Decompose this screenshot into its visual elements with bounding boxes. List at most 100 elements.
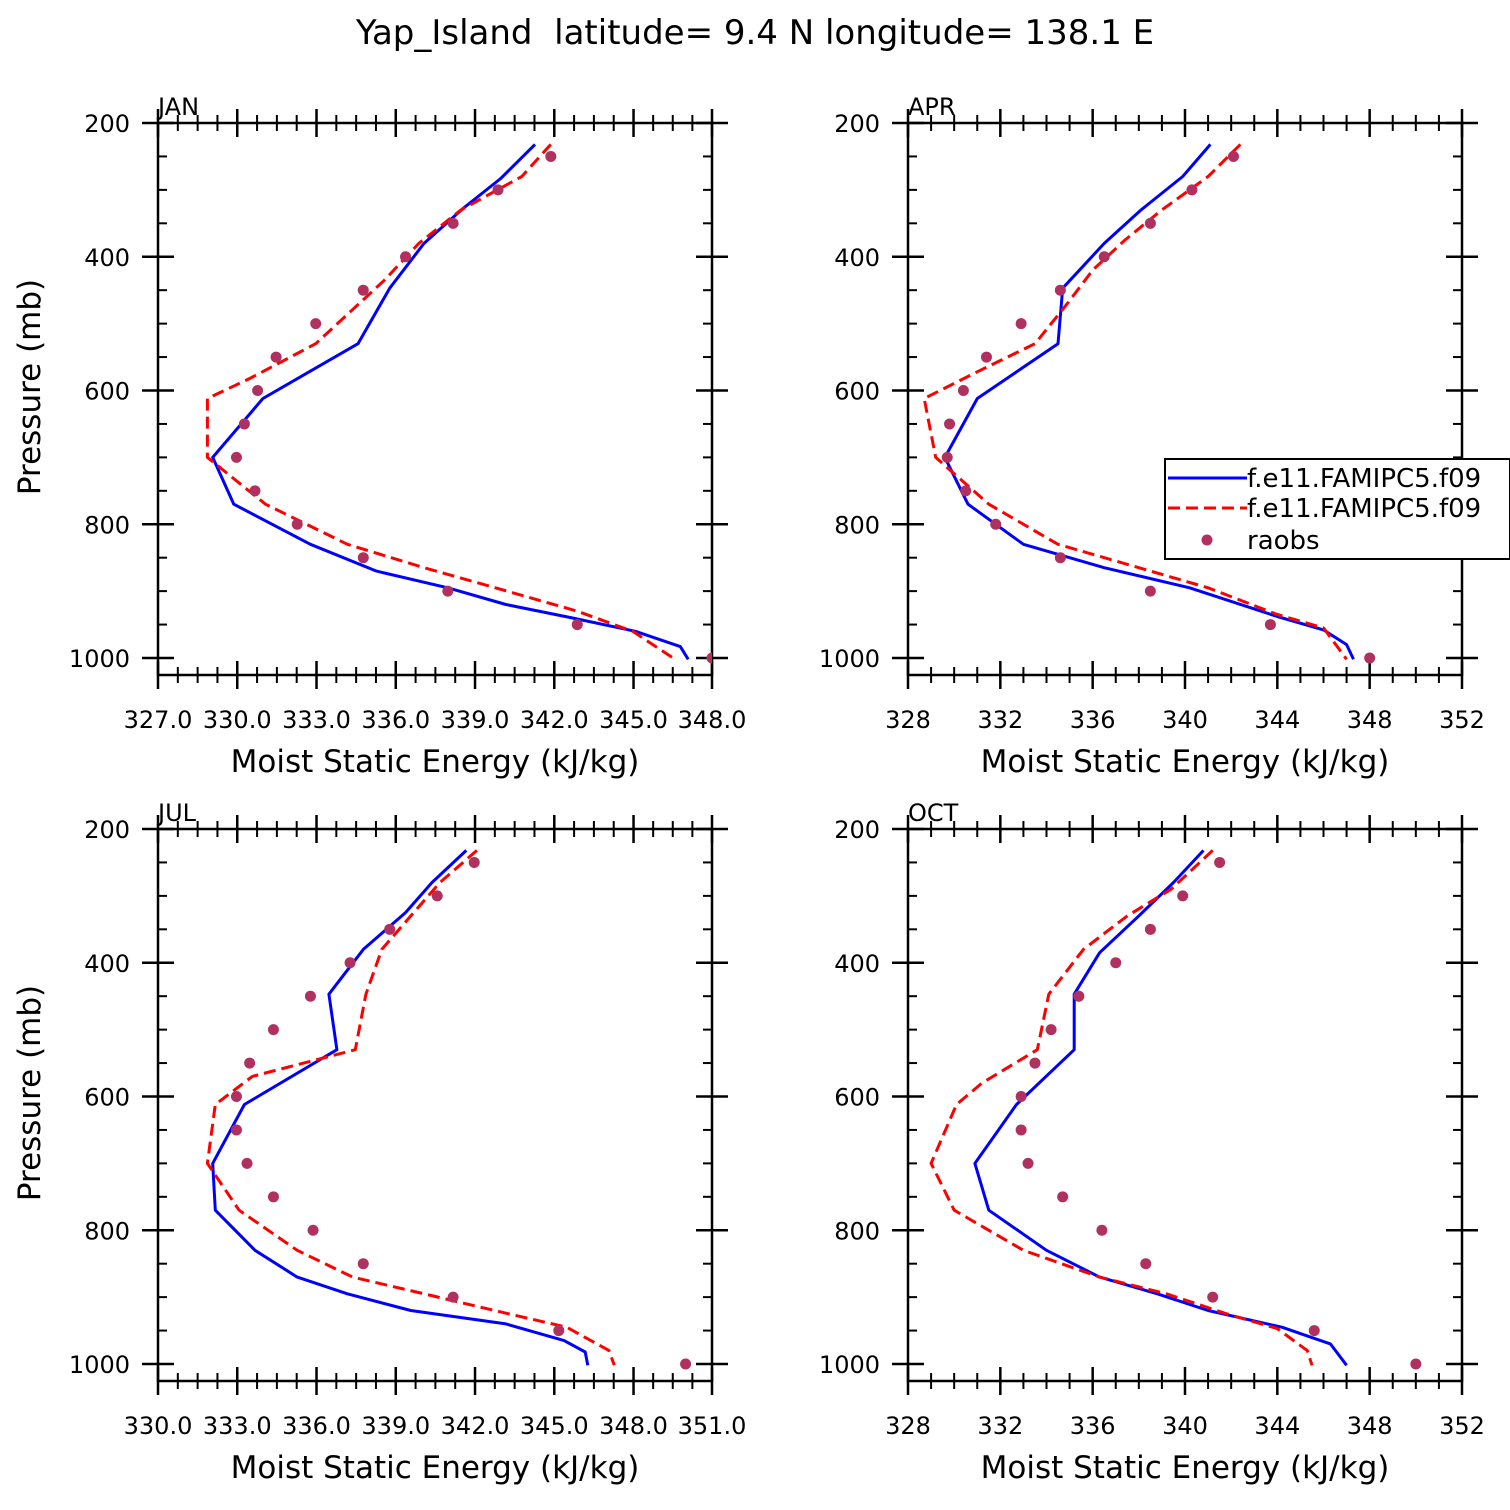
raobs-marker (1308, 1325, 1320, 1337)
raobs-marker (1214, 856, 1226, 868)
raobs-marker (230, 1124, 242, 1136)
x-tick-label: 336.0 (361, 706, 430, 734)
x-axis-label: Moist Static Energy (kJ/kg) (231, 744, 640, 780)
raobs-marker (1098, 251, 1110, 263)
plot-frame (906, 121, 1464, 677)
x-tick-label: 344 (1254, 1412, 1300, 1440)
raobs-marker (706, 652, 712, 664)
raobs-marker (1410, 1358, 1422, 1370)
plot-frame (156, 827, 714, 1383)
y-tick-label: 200 (834, 110, 880, 138)
model-solid-line (973, 849, 1348, 1367)
raobs-marker (941, 451, 953, 463)
x-tick-label: 340 (1162, 1412, 1208, 1440)
raobs-marker (1054, 552, 1066, 564)
raobs-marker (357, 552, 369, 564)
x-tick-label: 336.0 (282, 1412, 351, 1440)
y-tick-label: 600 (834, 1084, 880, 1112)
raobs-marker (957, 385, 969, 396)
y-axis-label: Pressure (mb) (12, 985, 48, 1201)
raobs-marker (1015, 318, 1027, 330)
raobs-marker (944, 418, 956, 430)
raobs-marker (384, 923, 396, 935)
x-tick-label: 352 (1439, 1412, 1485, 1440)
y-tick-label: 600 (84, 1084, 130, 1112)
x-tick-label: 339.0 (441, 706, 510, 734)
raobs-marker (1054, 284, 1066, 296)
legend-label: raobs (1247, 526, 1320, 556)
raobs-marker (244, 1057, 256, 1069)
series-group (205, 849, 692, 1370)
y-axis-label: Pressure (mb) (12, 279, 48, 495)
figure-title: Yap_Island latitude= 9.4 N longitude= 13… (355, 13, 1154, 53)
raobs-marker (447, 1291, 459, 1303)
panel-oct: OCT 200 400 600 800 1000 328 332 336 340 344 348 352… (819, 799, 1485, 1486)
y-tick-label: 800 (834, 511, 880, 539)
raobs-marker (344, 957, 356, 969)
raobs-marker (1144, 585, 1156, 597)
raobs-marker (1264, 619, 1276, 631)
x-tick-label: 342.0 (441, 1412, 510, 1440)
raobs-marker (1207, 1291, 1219, 1303)
raobs-marker (1045, 1024, 1057, 1036)
y-tick-label: 400 (834, 950, 880, 978)
x-tick-label: 333.0 (282, 706, 351, 734)
raobs-marker (1015, 1091, 1027, 1102)
y-tick-label: 400 (84, 950, 130, 978)
raobs-marker (357, 1258, 369, 1270)
x-tick-label: 351.0 (678, 1412, 747, 1440)
x-axis-label: Moist Static Energy (kJ/kg) (981, 1450, 1390, 1486)
x-axis-label: Moist Static Energy (kJ/kg) (981, 744, 1390, 780)
raobs-marker (431, 890, 443, 902)
model-dashed-line (929, 849, 1314, 1366)
plot-frame (156, 121, 714, 677)
series-group (922, 143, 1376, 664)
series-group (205, 143, 712, 664)
raobs-marker (270, 351, 282, 363)
raobs-marker (267, 1191, 279, 1203)
x-tick-label: 332 (977, 706, 1023, 734)
raobs-marker (1015, 1124, 1027, 1136)
raobs-marker (492, 184, 504, 196)
x-tick-label: 330.0 (124, 1412, 193, 1440)
raobs-marker (1057, 1191, 1069, 1203)
y-tick-label: 600 (84, 378, 130, 406)
y-tick-label: 200 (834, 816, 880, 844)
raobs-marker (1029, 1057, 1041, 1069)
panel-label: OCT (908, 799, 959, 827)
y-tick-label: 1000 (69, 1351, 130, 1379)
raobs-marker (960, 485, 972, 497)
x-tick-label: 348.0 (678, 706, 747, 734)
raobs-marker (230, 1091, 242, 1102)
panel-jul: JUL 200 400 600 800 1000 330.0 333.0 336.0 339.0 3… (12, 799, 746, 1486)
x-tick-label: 348.0 (599, 1412, 668, 1440)
raobs-marker (357, 284, 369, 296)
raobs-marker (307, 1224, 319, 1236)
raobs-marker (1177, 890, 1189, 902)
raobs-marker (468, 856, 480, 868)
legend-label: f.e11.FAMIPC5.f09 (1247, 464, 1481, 494)
model-solid-line (211, 143, 690, 661)
x-tick-label: 352 (1439, 706, 1485, 734)
raobs-marker (267, 1024, 279, 1036)
raobs-marker (249, 485, 261, 497)
x-tick-label: 340 (1162, 706, 1208, 734)
y-tick-label: 600 (834, 378, 880, 406)
raobs-marker (1144, 923, 1156, 935)
x-tick-label: 336 (1070, 1412, 1116, 1440)
x-tick-label: 344 (1254, 706, 1300, 734)
y-tick-label: 400 (834, 244, 880, 272)
raobs-marker (291, 518, 303, 530)
raobs-marker (252, 385, 264, 396)
x-tick-label: 345.0 (599, 706, 668, 734)
y-tick-label: 400 (84, 244, 130, 272)
model-dashed-line (205, 849, 616, 1366)
raobs-marker (230, 451, 242, 463)
model-dashed-line (205, 143, 676, 661)
raobs-marker (1022, 1157, 1034, 1169)
y-tick-label: 1000 (819, 1351, 880, 1379)
